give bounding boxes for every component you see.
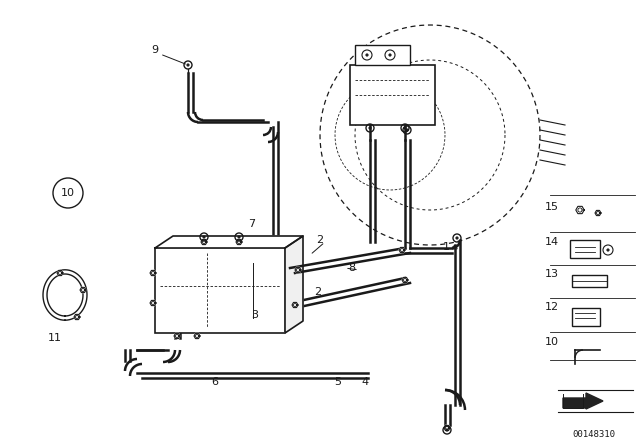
Circle shape [406,129,408,131]
Circle shape [388,54,391,56]
Text: 12: 12 [545,302,559,312]
Polygon shape [399,247,405,253]
Circle shape [238,236,240,238]
Text: 4: 4 [362,377,369,387]
Bar [570,240,600,258]
Text: 9: 9 [152,45,159,55]
Bar [355,45,410,65]
Polygon shape [292,302,298,308]
Polygon shape [595,211,601,215]
Polygon shape [150,271,156,276]
Polygon shape [295,267,301,272]
Text: 8: 8 [348,263,356,273]
Text: 14: 14 [545,237,559,247]
Circle shape [446,429,448,431]
Text: 2: 2 [314,287,321,297]
Polygon shape [201,239,207,245]
Circle shape [366,54,368,56]
Polygon shape [576,207,584,214]
Circle shape [404,127,406,129]
Bar [572,275,607,287]
Circle shape [456,237,458,239]
Polygon shape [236,239,242,245]
Polygon shape [285,236,303,333]
Text: 7: 7 [248,219,255,229]
Text: 10: 10 [545,337,559,347]
Text: 11: 11 [48,333,62,343]
Text: 10: 10 [61,188,75,198]
Text: 00148310: 00148310 [573,430,616,439]
Bar [155,248,285,333]
Text: 3: 3 [252,310,259,320]
Polygon shape [74,314,80,319]
Polygon shape [155,236,303,248]
Text: 6: 6 [211,377,218,387]
Bar [572,308,600,326]
Polygon shape [174,333,180,339]
Polygon shape [57,271,63,276]
Text: 5: 5 [335,377,342,387]
Text: 15: 15 [545,202,559,212]
Polygon shape [563,393,603,409]
Polygon shape [80,288,86,293]
Bar [350,65,435,125]
Polygon shape [444,426,450,431]
Polygon shape [150,301,156,306]
Polygon shape [194,333,200,339]
Polygon shape [402,277,408,283]
Circle shape [187,64,189,66]
Text: 13: 13 [545,269,559,279]
Circle shape [607,249,609,251]
Text: 1: 1 [442,242,449,252]
Circle shape [369,127,371,129]
Circle shape [203,236,205,238]
Text: 2: 2 [316,235,324,245]
